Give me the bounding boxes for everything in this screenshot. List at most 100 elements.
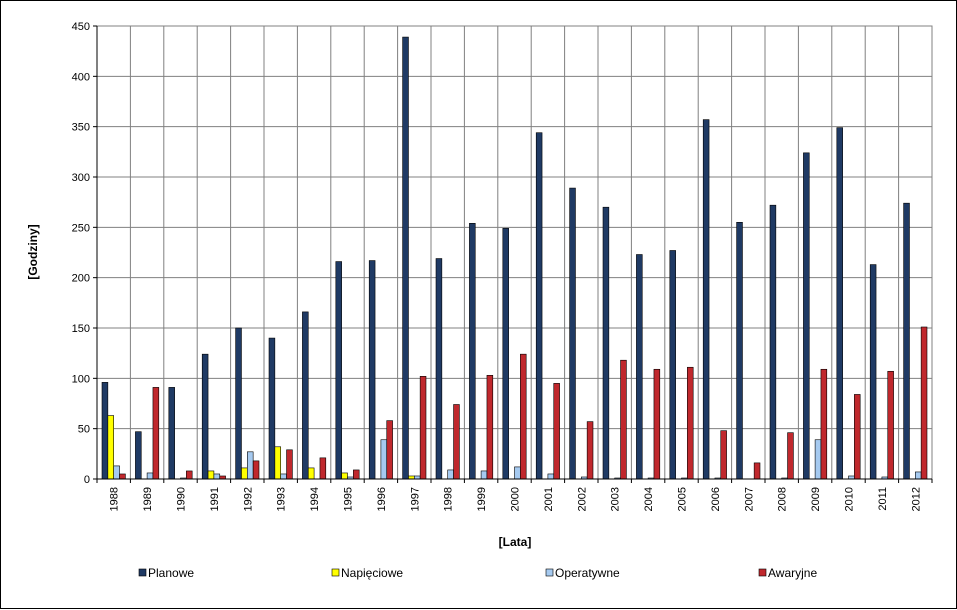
bar-operatywne-1991 — [213, 473, 221, 480]
x-tick-label: 1989 — [142, 487, 154, 511]
bar-awaryjne-2005 — [687, 366, 694, 480]
bar-planowe-2003 — [602, 206, 610, 480]
x-tick-label: 2008 — [777, 487, 789, 511]
bar-awaryjne-2000 — [520, 353, 527, 480]
x-tick-label: 2004 — [643, 487, 655, 511]
bar-awaryjne-1996 — [386, 420, 393, 480]
bar-operatywne-1999 — [480, 470, 488, 480]
legend-label: Napięciowe — [341, 566, 403, 580]
bar-operatywne-2001 — [547, 473, 555, 480]
x-tick-labels: 1988 1989 1990 1991 1992 1993 1994 1995 1996 1997… — [109, 487, 923, 511]
x-tick-label: 2011 — [877, 487, 889, 511]
y-tick-label: 100 — [72, 373, 90, 385]
bar-napi-ciowe-1993 — [274, 446, 282, 480]
bar-planowe-2000 — [502, 228, 509, 480]
bar-planowe-2010 — [836, 127, 843, 480]
x-tick-label: 2003 — [610, 487, 622, 511]
x-tick-label: 2005 — [677, 487, 689, 511]
bar-planowe-1999 — [469, 223, 476, 480]
legend: Planowe Napięciowe Operatywne Awaryjne — [138, 566, 817, 580]
bar-napi-ciowe-1994 — [307, 467, 315, 480]
bar-planowe-2008 — [769, 204, 777, 480]
x-tick-label: 2001 — [543, 487, 555, 511]
bar-planowe-1992 — [235, 327, 242, 480]
bar-awaryjne-1994 — [319, 457, 327, 480]
bar-napi-ciowe-1991 — [207, 470, 215, 480]
bar-planowe-2002 — [569, 187, 576, 480]
bar-operatywne-2009 — [814, 439, 822, 480]
bar-planowe-1994 — [302, 311, 309, 480]
bar-awaryjne-1989 — [152, 387, 160, 480]
x-tick-label: 1998 — [443, 487, 455, 511]
bar-awaryjne-2002 — [586, 421, 594, 480]
bar-planowe-2001 — [535, 132, 543, 480]
bar-napi-ciowe-1992 — [241, 467, 248, 480]
bar-awaryjne-2007 — [753, 462, 761, 480]
bar-planowe-1995 — [335, 261, 342, 480]
bar-planowe-1988 — [101, 382, 109, 480]
axes — [93, 25, 933, 483]
y-tick-label: 200 — [72, 273, 90, 285]
x-tick-label: 1993 — [276, 487, 288, 511]
bar-awaryjne-2009 — [820, 368, 828, 480]
bar-planowe-1997 — [402, 36, 409, 480]
bar-awaryjne-2011 — [887, 370, 894, 480]
y-tick-label: 50 — [78, 424, 90, 436]
y-tick-label: 300 — [72, 172, 90, 184]
x-tick-label: 1992 — [242, 487, 254, 511]
bar-planowe-1993 — [268, 337, 276, 480]
y-tick-labels: 0 50 100 150 200 250 300 350 400 450 — [72, 21, 90, 486]
bar-planowe-2006 — [702, 119, 710, 480]
x-tick-label: 2006 — [710, 487, 722, 511]
bar-planowe-1989 — [135, 431, 142, 480]
bar-awaryjne-1995 — [353, 469, 360, 480]
bar-operatywne-1996 — [380, 439, 388, 480]
legend-label: Operatywne — [555, 566, 620, 580]
bar-operatywne-2000 — [514, 466, 521, 480]
bar-operatywne-1989 — [146, 472, 154, 480]
y-tick-label: 400 — [72, 71, 90, 83]
legend-swatch — [545, 568, 554, 577]
bar-planowe-2005 — [669, 250, 676, 480]
y-axis-title: [Godziny] — [26, 224, 40, 279]
x-tick-label: 1988 — [109, 487, 121, 511]
x-tick-label: 1994 — [309, 487, 321, 511]
x-tick-label: 1991 — [209, 487, 221, 511]
bar-awaryjne-1988 — [119, 473, 126, 480]
bar-planowe-2007 — [736, 222, 743, 480]
bar-awaryjne-2003 — [620, 359, 627, 480]
x-tick-label: 1996 — [376, 487, 388, 511]
bar-operatywne-1988 — [113, 465, 120, 480]
legend-swatch — [758, 568, 767, 577]
bar-operatywne-1992 — [247, 451, 254, 480]
x-tick-label: 2012 — [910, 487, 922, 511]
bar-planowe-2004 — [636, 254, 643, 480]
bar-awaryjne-2004 — [653, 368, 661, 480]
x-tick-label: 2007 — [743, 487, 755, 511]
x-axis-title: [Lata] — [499, 535, 532, 549]
x-tick-label: 1997 — [409, 487, 421, 511]
bar-operatywne-1998 — [447, 469, 454, 480]
bar-operatywne-2012 — [914, 471, 922, 480]
y-tick-label: 150 — [72, 323, 90, 335]
legend-label: Awaryjne — [768, 566, 817, 580]
bar-awaryjne-1990 — [186, 470, 193, 480]
bar-awaryjne-1992 — [252, 460, 260, 480]
bar-planowe-1990 — [168, 387, 175, 480]
bar-awaryjne-2010 — [854, 394, 861, 480]
bar-planowe-1998 — [435, 258, 443, 480]
y-tick-label: 0 — [84, 474, 90, 486]
bar-planowe-1996 — [368, 260, 376, 480]
y-tick-label: 250 — [72, 222, 90, 234]
legend-swatch — [138, 568, 147, 577]
x-tick-label: 1995 — [343, 487, 355, 511]
bar-awaryjne-2008 — [787, 432, 794, 480]
legend-swatch — [331, 568, 340, 577]
bar-napi-ciowe-1995 — [341, 472, 348, 480]
x-tick-label: 2002 — [576, 487, 588, 511]
x-tick-label: 1999 — [476, 487, 488, 511]
y-tick-label: 450 — [72, 21, 90, 33]
x-tick-label: 2009 — [810, 487, 822, 511]
y-tick-label: 350 — [72, 122, 90, 134]
